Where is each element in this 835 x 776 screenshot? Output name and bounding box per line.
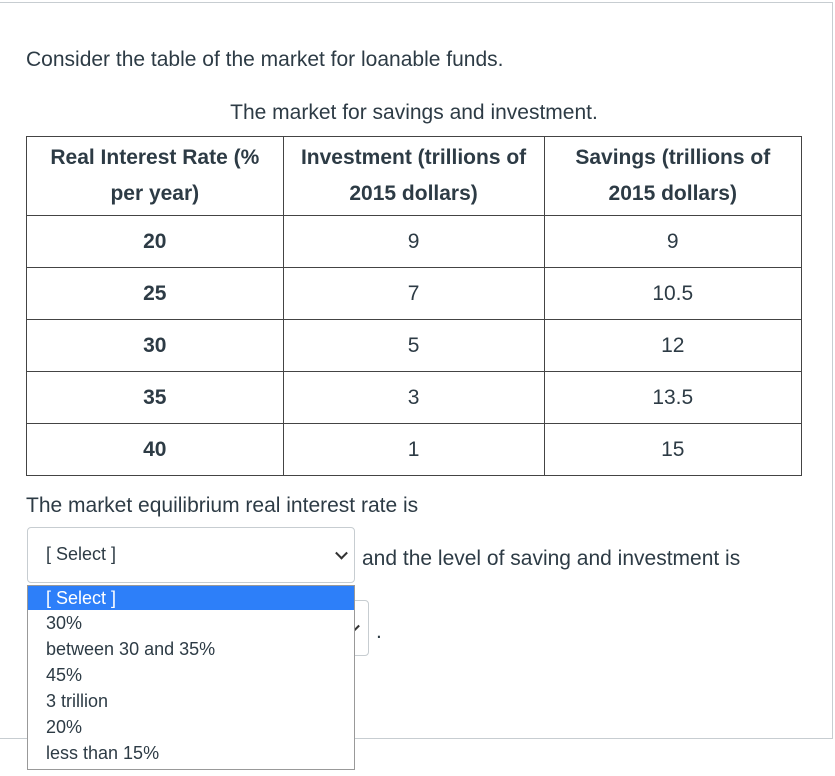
table-body: 20 9 9 25 7 10.5 30 5 12 35 3 13.5 40 1 15	[26, 215, 803, 476]
dropdown-option[interactable]: 3 trillion	[46, 691, 109, 711]
table-cell: 30	[26, 319, 284, 372]
table-row: 25 7 10.5	[26, 267, 803, 320]
dropdown-option[interactable]: 45%	[46, 665, 83, 685]
table-cell: 15	[543, 423, 803, 476]
data-table: Real Interest Rate (% per year) Investme…	[26, 136, 803, 476]
header-cell: Savings (trillions of 2015 dollars)	[543, 136, 803, 216]
table-row: 35 3 13.5	[26, 371, 803, 424]
table-cell: 25	[26, 267, 284, 320]
table-cell: 40	[26, 423, 284, 476]
table-cell: 9	[543, 215, 803, 268]
content-frame	[0, 2, 833, 739]
intro-text: Consider the table of the market for loa…	[26, 48, 504, 71]
table-cell: 9	[282, 215, 545, 268]
header-row: Real Interest Rate (% per year) Investme…	[26, 136, 803, 216]
table-cell: 12	[543, 319, 803, 372]
table-cell: 5	[282, 319, 545, 372]
table-cell: 1	[282, 423, 545, 476]
table-row: 20 9 9	[26, 215, 803, 268]
table-row: 40 1 15	[26, 423, 803, 476]
table-cell: 20	[26, 215, 284, 268]
table-row: 30 5 12	[26, 319, 803, 372]
question-continued: and the level of saving and investment i…	[362, 547, 741, 570]
dropdown-option[interactable]: 30%	[46, 613, 83, 633]
table-cell: 13.5	[543, 371, 803, 424]
dropdown-option[interactable]: between 30 and 35%	[46, 639, 216, 659]
table-cell: 7	[282, 267, 545, 320]
table-cell: 35	[26, 371, 284, 424]
table-cell: 10.5	[543, 267, 803, 320]
dropdown-list: [ Select ] 30% between 30 and 35% 45% 3 tril…	[27, 585, 355, 770]
table-cell: 3	[282, 371, 545, 424]
question-text: The market equilibrium real interest rat…	[26, 494, 419, 517]
header-cell: Real Interest Rate (% per year)	[26, 136, 284, 216]
dropdown-option[interactable]: [ Select ]	[28, 586, 354, 610]
select-rate[interactable]: [ Select ]	[27, 527, 355, 583]
header-cell: Investment (trillions of 2015 dollars)	[282, 136, 545, 216]
dropdown-option[interactable]: 20%	[46, 717, 83, 737]
period: .	[376, 620, 382, 643]
dropdown-option[interactable]: less than 15%	[46, 743, 160, 763]
select-placeholder: [ Select ]	[46, 544, 117, 564]
table-caption: The market for savings and investment.	[230, 101, 598, 124]
chevron	[335, 546, 348, 560]
